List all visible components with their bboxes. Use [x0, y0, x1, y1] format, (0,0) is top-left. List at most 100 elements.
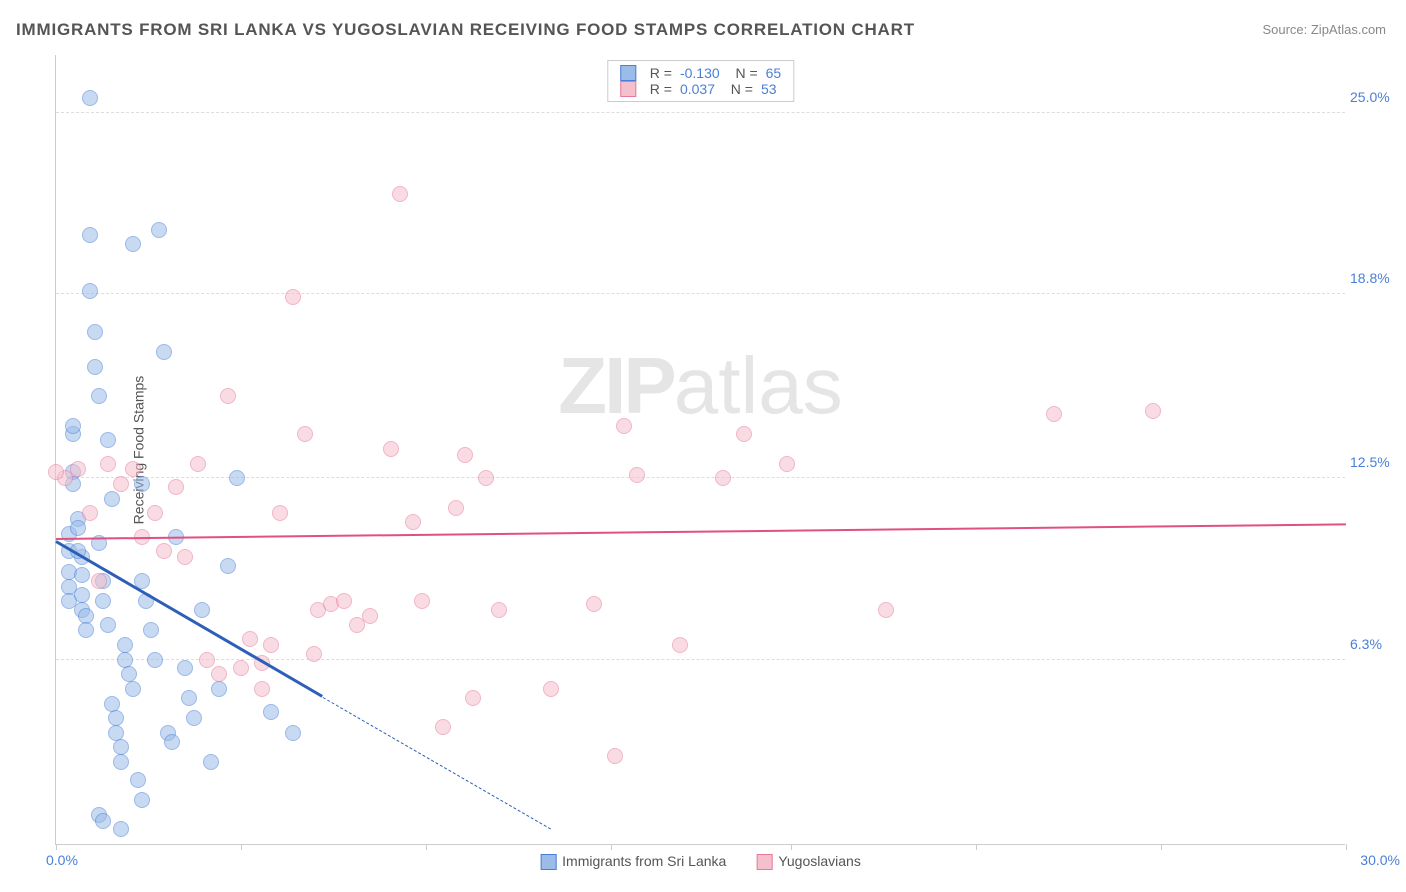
x-tick — [426, 844, 427, 850]
data-point — [70, 520, 86, 536]
data-point — [263, 704, 279, 720]
data-point — [779, 456, 795, 472]
data-point — [177, 549, 193, 565]
data-point — [1046, 406, 1062, 422]
data-point — [306, 646, 322, 662]
stats-legend-row: R = -0.130 N = 65 — [620, 65, 781, 81]
data-point — [104, 696, 120, 712]
data-point — [285, 725, 301, 741]
data-point — [1145, 403, 1161, 419]
data-point — [147, 652, 163, 668]
data-point — [113, 821, 129, 837]
data-point — [82, 227, 98, 243]
x-tick — [1161, 844, 1162, 850]
data-point — [414, 593, 430, 609]
x-tick — [611, 844, 612, 850]
data-point — [285, 289, 301, 305]
data-point — [392, 186, 408, 202]
data-point — [70, 461, 86, 477]
data-point — [143, 622, 159, 638]
data-point — [78, 608, 94, 624]
x-tick — [56, 844, 57, 850]
x-tick — [976, 844, 977, 850]
data-point — [113, 739, 129, 755]
x-tick — [791, 844, 792, 850]
data-point — [117, 652, 133, 668]
data-point — [134, 476, 150, 492]
data-point — [254, 681, 270, 697]
data-point — [87, 324, 103, 340]
data-point — [134, 792, 150, 808]
data-point — [164, 734, 180, 750]
data-point — [715, 470, 731, 486]
data-point — [586, 596, 602, 612]
data-point — [736, 426, 752, 442]
data-point — [448, 500, 464, 516]
x-axis-max-label: 30.0% — [1360, 852, 1400, 868]
data-point — [383, 441, 399, 457]
y-axis-label: Receiving Food Stamps — [130, 375, 146, 524]
trend-line — [56, 523, 1346, 540]
watermark: ZIPatlas — [558, 340, 842, 432]
data-point — [48, 464, 64, 480]
data-point — [194, 602, 210, 618]
data-point — [878, 602, 894, 618]
data-point — [156, 543, 172, 559]
data-point — [543, 681, 559, 697]
data-point — [607, 748, 623, 764]
data-point — [168, 479, 184, 495]
data-point — [362, 608, 378, 624]
data-point — [297, 426, 313, 442]
y-tick-label: 25.0% — [1350, 89, 1405, 105]
data-point — [629, 467, 645, 483]
data-point — [95, 813, 111, 829]
data-point — [457, 447, 473, 463]
legend-item: Immigrants from Sri Lanka — [540, 853, 726, 870]
data-point — [336, 593, 352, 609]
data-point — [272, 505, 288, 521]
data-point — [405, 514, 421, 530]
data-point — [108, 710, 124, 726]
stats-legend-row: R = 0.037 N = 53 — [620, 81, 781, 97]
data-point — [435, 719, 451, 735]
legend-item: Yugoslavians — [756, 853, 861, 870]
data-point — [190, 456, 206, 472]
data-point — [113, 476, 129, 492]
data-point — [121, 666, 137, 682]
data-point — [125, 681, 141, 697]
data-point — [82, 283, 98, 299]
y-tick-label: 6.3% — [1350, 636, 1405, 652]
chart-title: IMMIGRANTS FROM SRI LANKA VS YUGOSLAVIAN… — [16, 20, 915, 40]
grid-line — [56, 477, 1345, 478]
data-point — [87, 359, 103, 375]
data-point — [78, 622, 94, 638]
data-point — [104, 491, 120, 507]
data-point — [125, 461, 141, 477]
x-tick — [1346, 844, 1347, 850]
source-label: Source: ZipAtlas.com — [1262, 22, 1386, 37]
data-point — [616, 418, 632, 434]
data-point — [125, 236, 141, 252]
data-point — [82, 505, 98, 521]
data-point — [74, 587, 90, 603]
y-tick-label: 12.5% — [1350, 454, 1405, 470]
data-point — [199, 652, 215, 668]
data-point — [220, 558, 236, 574]
data-point — [233, 660, 249, 676]
data-point — [100, 432, 116, 448]
grid-line — [56, 659, 1345, 660]
data-point — [156, 344, 172, 360]
data-point — [220, 388, 236, 404]
data-point — [91, 388, 107, 404]
data-point — [229, 470, 245, 486]
x-axis-min-label: 0.0% — [46, 852, 78, 868]
data-point — [100, 456, 116, 472]
data-point — [491, 602, 507, 618]
data-point — [242, 631, 258, 647]
y-tick-label: 18.8% — [1350, 270, 1405, 286]
data-point — [100, 617, 116, 633]
data-point — [478, 470, 494, 486]
data-point — [263, 637, 279, 653]
data-point — [113, 754, 129, 770]
data-point — [203, 754, 219, 770]
